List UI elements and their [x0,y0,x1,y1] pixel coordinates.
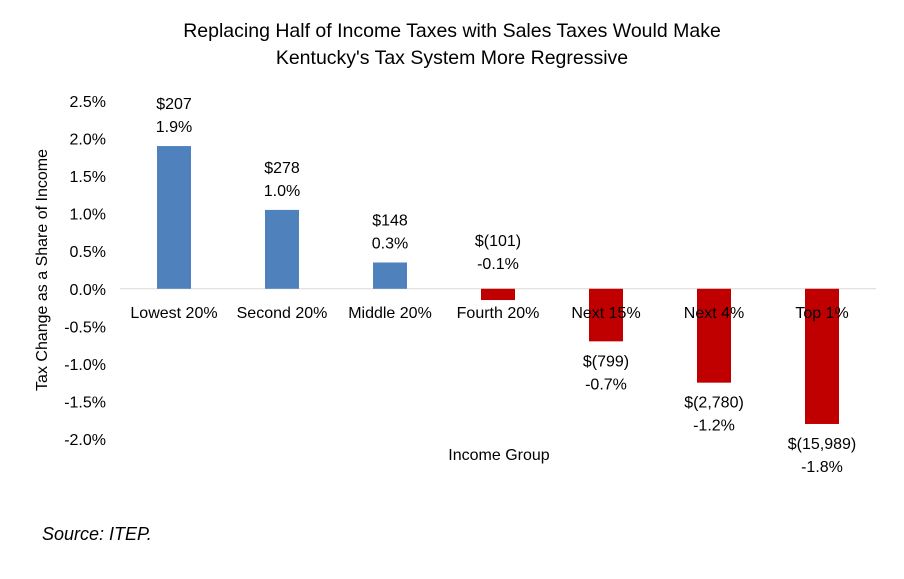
bar [481,288,515,301]
category-label: Fourth 20% [457,305,540,322]
data-label-dollar: $278 [264,160,300,177]
y-tick-label: -1.5% [64,394,106,411]
data-label-dollar: $(2,780) [684,395,744,412]
bar [697,288,731,383]
y-tick-label: 2.5% [70,94,106,111]
x-axis-title: Income Group [448,447,549,464]
y-axis-ticks: 2.5% 2.0% 1.5% 1.0% 0.5% 0.0% -0.5% -1.0% -1.5% -… [64,94,106,449]
chart-title: Replacing Half of Income Taxes with Sale… [183,20,721,69]
data-label-dollar: $(799) [583,353,629,370]
bars [157,146,839,424]
bar [805,288,839,424]
y-tick-label: -2.0% [64,432,106,449]
y-tick-label: -1.0% [64,357,106,374]
data-label-percent: 1.9% [156,119,192,136]
data-label-percent: -0.1% [477,256,519,273]
data-labels: $207 1.9% $278 1.0% $148 0.3% $(101) -0.1% $(799… [156,96,856,476]
data-label-percent: -1.8% [801,459,843,476]
y-tick-label: 2.0% [70,132,106,149]
category-label: Lowest 20% [130,305,217,322]
category-label: Top 1% [795,305,848,322]
data-label-percent: -1.2% [693,418,735,435]
data-label-dollar: $(15,989) [788,436,857,453]
data-label-percent: 0.3% [372,235,408,252]
chart-title-line-2: Kentucky's Tax System More Regressive [276,47,628,69]
y-tick-label: 1.5% [70,169,106,186]
bar [589,288,623,342]
data-label-percent: -0.7% [585,376,627,393]
y-tick-label: 1.0% [70,207,106,224]
data-label-percent: 1.0% [264,183,300,200]
y-axis-title: Tax Change as a Share of Income [34,149,51,391]
y-tick-label: 0.0% [70,282,106,299]
bar [373,262,407,289]
category-label: Middle 20% [348,305,432,322]
bar [157,146,191,289]
category-label: Next 15% [571,305,640,322]
data-label-dollar: $207 [156,96,192,113]
y-tick-label: 0.5% [70,244,106,261]
category-label: Next 4% [684,305,744,322]
y-tick-label: -0.5% [64,319,106,336]
chart-title-line-1: Replacing Half of Income Taxes with Sale… [183,20,721,42]
category-labels: Lowest 20% Second 20% Middle 20% Fourth 20%… [130,305,848,322]
data-label-dollar: $148 [372,212,408,229]
category-label: Second 20% [237,305,328,322]
bar [265,209,299,289]
data-label-dollar: $(101) [475,233,521,250]
source-note: Source: ITEP. [42,524,152,544]
